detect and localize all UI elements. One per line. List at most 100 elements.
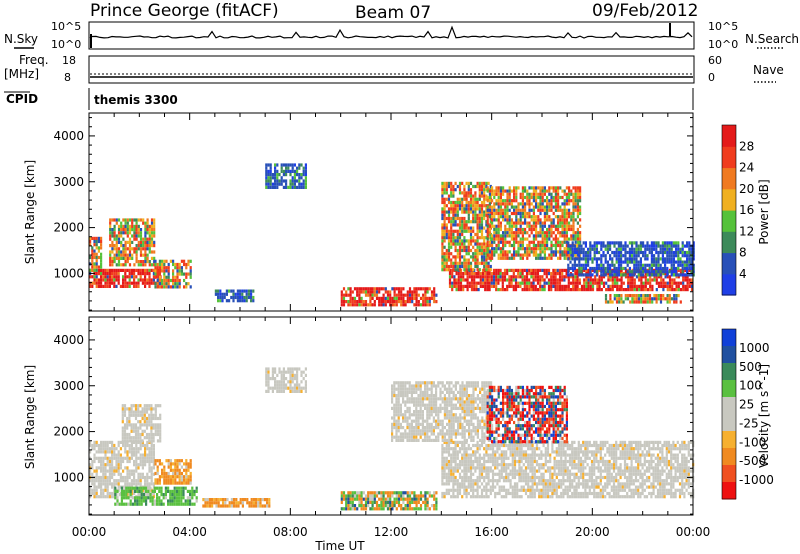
data-cell (124, 450, 127, 454)
data-cell (476, 207, 479, 211)
data-cell (480, 210, 484, 214)
data-cell (95, 278, 98, 282)
data-cell (450, 475, 453, 480)
data-cell (573, 260, 576, 264)
data-cell (91, 443, 94, 448)
data-cell (458, 245, 462, 249)
data-cell (677, 247, 680, 251)
data-cell (375, 287, 379, 291)
data-cell (569, 260, 572, 264)
data-cell (650, 254, 653, 258)
data-cell (293, 169, 296, 173)
data-cell (480, 226, 484, 230)
data-cell (139, 420, 142, 424)
data-cell (158, 262, 161, 267)
data-cell (115, 240, 118, 244)
data-cell (108, 463, 111, 467)
data-cell (400, 504, 403, 508)
data-cell (510, 227, 513, 232)
data-cell (600, 260, 603, 264)
data-cell (443, 264, 446, 269)
data-cell (488, 256, 491, 260)
data-cell (671, 284, 674, 288)
data-cell (598, 278, 601, 282)
data-cell (158, 496, 161, 500)
data-cell (584, 241, 587, 245)
data-cell (95, 262, 98, 266)
data-cell (692, 250, 695, 255)
data-cell (486, 215, 489, 219)
data-cell (141, 453, 144, 457)
data-cell (502, 189, 505, 193)
data-cell (675, 294, 678, 298)
data-cell (490, 275, 493, 279)
data-cell (552, 186, 555, 190)
data-cell (108, 268, 111, 272)
data-cell (131, 502, 134, 506)
data-cell (115, 263, 118, 267)
data-cell (692, 273, 695, 277)
data-cell (119, 472, 122, 476)
data-cell (550, 227, 553, 232)
data-cell (495, 192, 498, 196)
data-cell (681, 247, 684, 251)
data-cell (534, 284, 537, 288)
data-cell (150, 436, 153, 440)
data-cell (476, 268, 479, 272)
data-cell (469, 200, 473, 205)
data-cell (528, 288, 531, 292)
data-cell (351, 494, 354, 498)
data-cell (428, 287, 431, 291)
data-cell (447, 232, 451, 237)
data-cell (257, 501, 260, 505)
data-cell (480, 245, 484, 249)
data-cell (148, 432, 151, 437)
data-cell (351, 504, 354, 508)
data-cell (245, 295, 248, 300)
data-cell (543, 211, 546, 216)
data-cell (347, 491, 350, 495)
data-cell (576, 208, 579, 212)
data-cell (100, 463, 103, 467)
data-cell (167, 282, 170, 286)
data-cell (135, 268, 138, 272)
data-cell (462, 275, 465, 279)
data-cell (548, 247, 551, 251)
data-cell (441, 264, 444, 269)
data-cell (495, 243, 498, 248)
data-cell (100, 275, 103, 279)
data-cell (120, 240, 123, 244)
data-cell (609, 263, 612, 267)
data-cell (512, 278, 515, 282)
data-cell (576, 211, 579, 216)
data-cell (572, 186, 575, 190)
data-cell (265, 370, 268, 374)
data-cell (223, 295, 226, 300)
data-cell (128, 275, 131, 279)
data-cell (532, 234, 535, 238)
data-cell (128, 413, 131, 417)
data-cell (263, 498, 266, 502)
data-cell (569, 247, 572, 251)
data-cell (526, 247, 529, 251)
data-cell (499, 234, 502, 238)
data-cell (158, 499, 161, 503)
data-cell (163, 468, 166, 472)
data-cell (172, 475, 175, 479)
data-cell (213, 498, 216, 502)
data-cell (296, 386, 299, 390)
data-cell (617, 273, 620, 277)
data-cell (239, 295, 242, 300)
data-cell (285, 166, 288, 170)
y-tick-label: 1000 (53, 266, 84, 280)
data-cell (474, 204, 477, 208)
data-cell (342, 296, 346, 300)
data-cell (557, 256, 560, 260)
data-cell (670, 266, 673, 271)
data-cell (117, 463, 120, 467)
data-cell (265, 367, 268, 371)
data-cell (543, 281, 546, 285)
data-cell (189, 459, 192, 463)
data-cell (269, 182, 272, 186)
data-cell (644, 297, 647, 301)
